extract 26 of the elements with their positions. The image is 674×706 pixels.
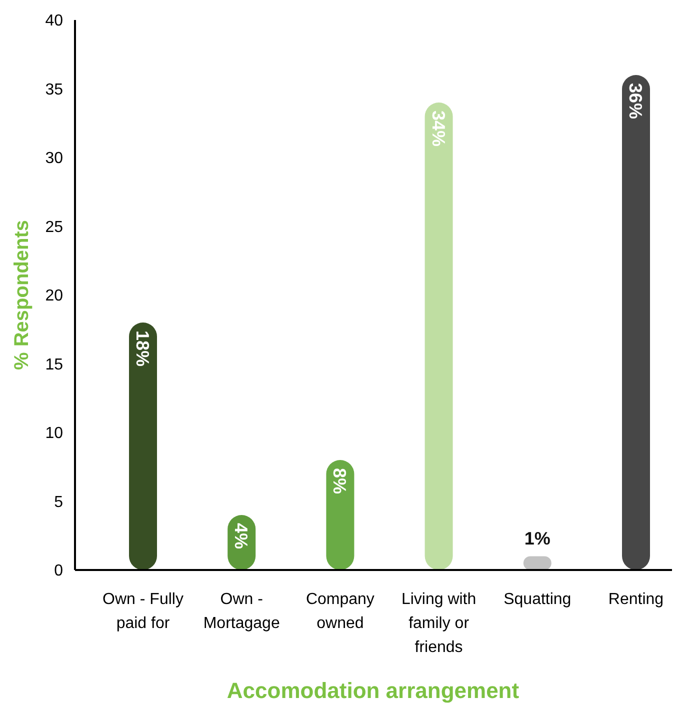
data-label: 8% <box>330 468 350 494</box>
y-tick-label: 25 <box>45 218 64 236</box>
bar <box>129 322 157 570</box>
data-label: 18% <box>132 330 153 367</box>
y-tick-label: 10 <box>45 425 64 442</box>
y-tick-label: 30 <box>45 150 64 168</box>
x-axis-title: Accomodation arrangement <box>226 678 520 703</box>
x-tick-label: Renting <box>608 591 664 608</box>
data-label: 34% <box>428 110 448 147</box>
y-tick-label: 0 <box>54 562 64 580</box>
x-tick-label: Living with family or friends <box>401 591 476 656</box>
data-label: 36% <box>626 83 646 120</box>
y-tick-label: 15 <box>45 356 64 374</box>
bar <box>424 102 453 570</box>
x-tick-label: Squatting <box>504 591 572 608</box>
y-tick-label: 5 <box>54 494 64 511</box>
data-label: 4% <box>231 523 252 550</box>
bar <box>622 75 650 570</box>
y-tick-label: 20 <box>45 288 64 305</box>
data-label: 1% <box>524 528 550 548</box>
x-tick-label: Own - Mortagage <box>203 591 280 632</box>
y-tick-label: 40 <box>45 12 64 30</box>
x-tick-label: Own - Fully paid for <box>102 591 184 632</box>
y-axis-title: % Respondents <box>11 220 33 370</box>
x-tick-label: Company owned <box>306 591 374 632</box>
y-tick-label: 35 <box>45 81 64 98</box>
